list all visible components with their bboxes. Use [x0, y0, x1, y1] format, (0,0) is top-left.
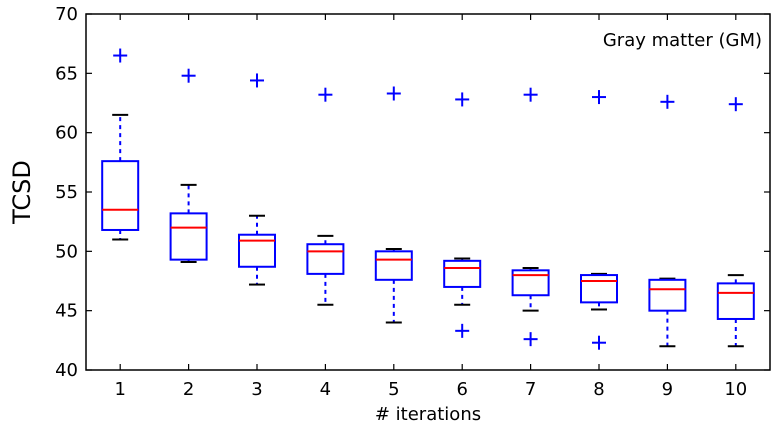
- y-tick-label: 65: [55, 63, 78, 84]
- box-plot-group: [374, 86, 413, 324]
- outlier-marker: [318, 87, 333, 102]
- outlier-marker: [113, 48, 128, 63]
- outlier-marker: [592, 90, 606, 105]
- box-plot-group: [306, 87, 345, 306]
- iqr-box: [169, 212, 208, 261]
- y-tick-label: 45: [55, 301, 78, 322]
- box-plot-group: [238, 73, 276, 286]
- box-plot-group: [169, 68, 208, 264]
- iqr-box: [306, 243, 345, 275]
- outlier-marker: [523, 87, 538, 102]
- y-tick-label: 40: [55, 360, 78, 381]
- iqr-box: [101, 160, 140, 231]
- y-tick-label: 50: [55, 241, 78, 262]
- outlier-marker: [660, 94, 675, 109]
- x-tick-label: 8: [593, 379, 604, 400]
- box-plot-group: [101, 48, 140, 241]
- x-tick-label: 1: [114, 379, 125, 400]
- outlier-marker: [250, 73, 264, 88]
- plot-frame: [85, 13, 771, 371]
- iqr-box: [374, 250, 413, 281]
- outlier-marker: [455, 323, 470, 338]
- box-plot-group: [580, 90, 618, 350]
- box-plot-group: [443, 92, 482, 338]
- y-tick-label: 70: [55, 4, 78, 25]
- plot-annotation: Gray matter (GM): [603, 30, 762, 51]
- plot-marks: [101, 48, 755, 350]
- outlier-marker: [523, 332, 538, 347]
- y-axis-label: TCSD: [8, 160, 36, 225]
- iqr-box: [580, 274, 618, 304]
- box-plot-group: [511, 87, 550, 347]
- x-tick-label: 6: [456, 379, 467, 400]
- y-tick-label: 55: [55, 182, 78, 203]
- outlier-marker: [592, 335, 606, 350]
- x-tick-label: 5: [388, 379, 399, 400]
- box-plot-group: [716, 97, 755, 348]
- iqr-box: [238, 233, 276, 268]
- iqr-box: [716, 282, 755, 320]
- x-tick-label: 3: [251, 379, 262, 400]
- outlier-marker: [455, 92, 470, 107]
- x-tick-label: 7: [525, 379, 536, 400]
- iqr-box: [443, 259, 482, 288]
- iqr-box: [648, 278, 687, 312]
- box-plot-group: [648, 94, 687, 348]
- outlier-marker: [386, 86, 401, 101]
- outlier-marker: [728, 97, 743, 112]
- x-axis-label: # iterations: [375, 404, 481, 425]
- x-tick-label: 9: [662, 379, 673, 400]
- x-tick-label: 2: [183, 379, 194, 400]
- outlier-marker: [181, 68, 196, 83]
- x-tick-label: 10: [724, 379, 747, 400]
- x-tick-label: 4: [320, 379, 331, 400]
- iqr-box: [511, 269, 550, 297]
- y-tick-label: 60: [55, 123, 78, 144]
